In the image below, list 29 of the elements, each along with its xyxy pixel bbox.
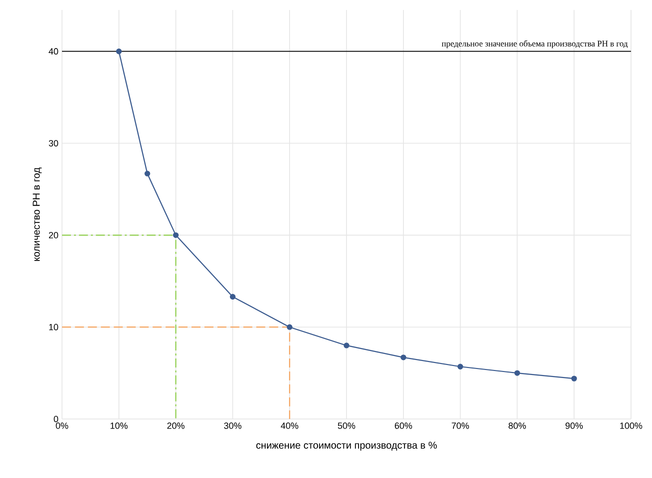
y-tick-label: 20 [48, 232, 58, 238]
y-axis-title: количество РН в год [32, 168, 42, 261]
point [571, 376, 577, 382]
x-tick-label: 20% [167, 422, 184, 429]
point [286, 324, 292, 330]
x-tick-label: 0% [56, 422, 68, 429]
x-tick-label: 100% [620, 422, 642, 429]
x-tick-label: 10% [110, 422, 128, 429]
point [144, 170, 150, 176]
y-tick-label: 10 [49, 324, 58, 330]
x-axis-title: снижение стоимости производства в % [256, 442, 437, 451]
x-tick-label: 60% [394, 422, 412, 429]
point [116, 48, 122, 54]
point [172, 232, 179, 238]
x-tick-label: 30% [224, 422, 242, 429]
ref-line-label: предельное значение объема производства РН в год [442, 40, 628, 48]
y-tick-label: 0 [54, 416, 58, 422]
x-tick-label: 70% [452, 422, 469, 429]
point [400, 354, 406, 360]
point [514, 370, 520, 376]
point [457, 364, 464, 370]
x-tick-label: 50% [338, 422, 356, 429]
y-tick-label: 30 [48, 140, 58, 146]
x-tick-label: 80% [508, 422, 526, 429]
x-tick-label: 90% [566, 422, 583, 429]
point [230, 294, 236, 300]
point [344, 342, 350, 348]
y-tick-label: 40 [48, 48, 58, 55]
x-tick-label: 40% [280, 422, 298, 429]
